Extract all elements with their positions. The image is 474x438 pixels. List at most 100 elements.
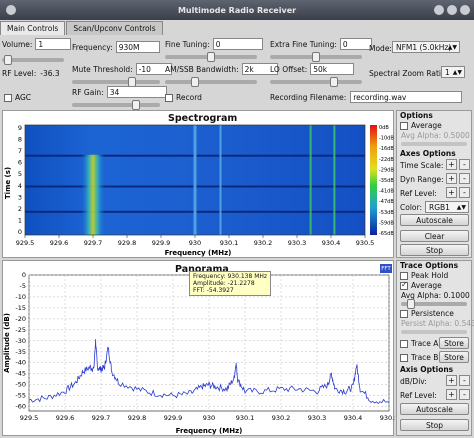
fft-badge[interactable]: FFT <box>380 264 392 273</box>
tooltip-fft: FFT: -54.3927 <box>193 287 234 294</box>
lo-offset-control: LO Offset: 50k <box>270 63 355 75</box>
amssb-bandwidth-input[interactable]: 2k <box>241 63 278 75</box>
persistence-box[interactable] <box>400 309 408 318</box>
trace-b-checkbox[interactable]: Trace B <box>400 353 438 362</box>
tab-scan-upconv-controls[interactable]: Scan/Upconv Controls <box>66 21 163 35</box>
trace-avg-alpha-slider[interactable] <box>401 299 467 309</box>
spectral-zoom-select[interactable]: 1 ▲▼ <box>441 66 465 78</box>
chevron-down-icon: ▲▼ <box>452 68 462 76</box>
agc-checkbox[interactable]: AGC <box>4 93 31 102</box>
trace-b-box[interactable] <box>400 353 408 362</box>
trace-ref-level-label: Ref Level: <box>400 391 437 400</box>
panorama-ytick-label: 0 <box>22 271 26 279</box>
extra-fine-tuning-slider[interactable] <box>270 52 362 62</box>
trace-average-label: Average <box>411 281 442 290</box>
cursor-tooltip: Frequency: 930.138 MHz Amplitude: -21.22… <box>189 271 272 296</box>
persist-alpha-slider[interactable] <box>401 330 467 334</box>
dyn-range-minus-button[interactable]: - <box>459 173 470 184</box>
tab-main-controls[interactable]: Main Controls <box>0 21 66 35</box>
time-scale-minus-button[interactable]: - <box>459 159 470 170</box>
spectrogram-xlabel: Frequency (MHz) <box>165 249 232 257</box>
spectrogram-plot[interactable]: 0dB -10dB -16dB -22dB -29dB -35dB -41dB -47dB -5… <box>3 111 395 259</box>
panorama-ytick-label: -60 <box>15 403 26 411</box>
colorbar-label: -16dB <box>379 146 394 152</box>
fine-tuning-slider-knob[interactable] <box>207 52 215 62</box>
trace-b-store-button[interactable]: Store <box>439 351 469 363</box>
window-menu-icon[interactable] <box>6 5 16 15</box>
volume-slider-knob[interactable] <box>4 55 12 65</box>
fine-tuning-slider[interactable] <box>165 52 257 62</box>
record-checkbox[interactable]: Record <box>165 93 202 102</box>
spectro-average-checkbox[interactable]: Average <box>400 121 442 130</box>
panorama-xtick-label: 930.3 <box>308 414 327 422</box>
record-checkbox-box[interactable] <box>165 93 173 102</box>
peak-hold-box[interactable] <box>400 271 408 280</box>
volume-input[interactable]: 1 <box>35 38 72 50</box>
color-select[interactable]: RGB1 ▲▼ <box>425 201 469 213</box>
trace-ref-level-minus-button[interactable]: - <box>459 389 470 400</box>
spectrogram-ytick-label: 3 <box>18 193 22 201</box>
amssb-bandwidth-slider[interactable] <box>165 77 257 87</box>
spectro-average-box[interactable] <box>400 121 408 130</box>
spectrogram-options-panel: Options Average Avg Alpha: 0.5000 Axes O… <box>396 110 472 258</box>
amssb-bandwidth-control: AM/SSB Bandwidth: 2k <box>165 63 278 75</box>
rf-gain-slider[interactable] <box>72 100 160 110</box>
panorama-ytick-label: -25 <box>15 326 26 334</box>
mute-threshold-slider[interactable] <box>72 77 160 87</box>
trace-autoscale-button[interactable]: Autoscale <box>400 403 469 415</box>
minimize-icon[interactable] <box>434 5 444 15</box>
trace-ref-level-plus-button[interactable]: + <box>446 389 457 400</box>
db-div-plus-button[interactable]: + <box>446 375 457 386</box>
spectrogram-xtick-label: 929.9 <box>152 239 171 247</box>
spectro-stop-button[interactable]: Stop <box>400 244 469 256</box>
extra-fine-tuning-input[interactable]: 0 <box>339 38 372 50</box>
mute-threshold-input[interactable]: -10 <box>135 63 172 75</box>
spectro-average-label: Average <box>411 121 442 130</box>
agc-checkbox-box[interactable] <box>4 93 12 102</box>
spectro-ref-level-plus-button[interactable]: + <box>446 187 457 198</box>
fine-tuning-input[interactable]: 0 <box>212 38 263 50</box>
db-div-label: dB/Div: <box>400 377 427 386</box>
recording-filename-input[interactable]: recording.wav <box>350 91 463 103</box>
amssb-bandwidth-slider-knob[interactable] <box>191 77 199 87</box>
trace-a-box[interactable] <box>400 339 408 348</box>
lo-offset-slider-knob[interactable] <box>330 77 338 87</box>
spectro-ref-level-minus-button[interactable]: - <box>459 187 470 198</box>
close-icon[interactable] <box>460 5 470 15</box>
panorama-panel: Panorama FFT 929.5 929.6 929.7 929.8 929.9 93… <box>2 260 395 437</box>
spectrogram-ytick-label: 9 <box>18 124 22 132</box>
rf-gain-slider-knob[interactable] <box>132 100 140 110</box>
spectro-clear-button[interactable]: Clear <box>400 230 469 242</box>
panorama-ytick-label: -50 <box>15 381 26 389</box>
spectro-autoscale-button[interactable]: Autoscale <box>400 214 469 226</box>
trace-average-checkbox[interactable]: Average <box>400 280 442 290</box>
panorama-plot[interactable]: 929.5 929.6 929.7 929.8 929.9 930 930.1 930.2 93… <box>3 261 395 437</box>
spectrogram-signal <box>219 125 222 235</box>
trace-a-store-button[interactable]: Store <box>439 337 469 349</box>
rf-level-readout: RF Level: -36.3 <box>2 69 60 78</box>
trace-average-box[interactable] <box>400 280 408 290</box>
frequency-label: Frequency: <box>72 42 113 52</box>
lo-offset-input[interactable]: 50k <box>310 63 355 75</box>
persistence-checkbox[interactable]: Persistence <box>400 309 454 318</box>
maximize-icon[interactable] <box>447 5 457 15</box>
volume-slider[interactable] <box>2 55 64 65</box>
dyn-range-plus-button[interactable]: + <box>446 173 457 184</box>
lo-offset-slider[interactable] <box>270 77 362 87</box>
mode-select[interactable]: NFM1 (5.0kHz) ▲▼ <box>392 41 460 53</box>
time-scale-plus-button[interactable]: + <box>446 159 457 170</box>
trace-stop-button[interactable]: Stop <box>400 419 469 431</box>
spectrogram-xtick-label: 930 <box>189 239 201 247</box>
rf-gain-input[interactable]: 34 <box>106 86 167 98</box>
extra-fine-tuning-slider-knob[interactable] <box>312 52 320 62</box>
recording-filename-control: Recording Filename: recording.wav <box>270 91 463 103</box>
colorbar-label: -35dB <box>379 178 394 184</box>
trace-b-label: Trace B <box>411 353 439 362</box>
panorama-xtick-label: 929.7 <box>92 414 111 422</box>
spectro-avg-alpha-slider[interactable] <box>401 142 467 146</box>
db-div-minus-button[interactable]: - <box>459 375 470 386</box>
trace-avg-alpha-knob[interactable] <box>407 299 415 309</box>
spectrogram-xtick-label: 929.6 <box>50 239 69 247</box>
frequency-input[interactable]: 930M <box>115 41 160 53</box>
trace-a-checkbox[interactable]: Trace A <box>400 339 438 348</box>
